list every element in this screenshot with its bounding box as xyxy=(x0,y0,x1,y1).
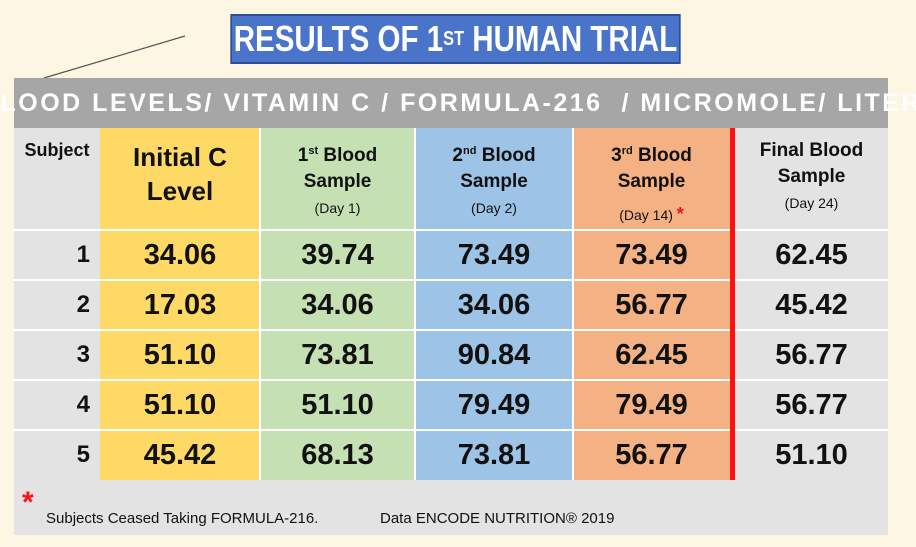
cell-final: 56.77 xyxy=(775,388,848,421)
cell-subject: 1 xyxy=(76,241,90,268)
cell-second: 34.06 xyxy=(457,288,531,321)
third-day-asterisk: * xyxy=(676,204,684,224)
row-separator xyxy=(14,379,888,381)
header-initial-line1: Initial C xyxy=(133,142,227,172)
cell-third: 56.77 xyxy=(615,438,688,471)
row-separator xyxy=(14,429,888,431)
cell-final: 62.45 xyxy=(775,238,848,271)
cell-second: 79.49 xyxy=(457,388,531,421)
header-second-day: (Day 2) xyxy=(471,200,517,216)
cell-final: 51.10 xyxy=(775,438,848,471)
cell-second: 73.81 xyxy=(457,438,531,471)
header-final-day: (Day 24) xyxy=(784,195,839,211)
column-separator xyxy=(572,128,574,480)
table-header-band: BLOOD LEVELS/ VITAMIN C / FORMULA-216 / … xyxy=(0,78,916,128)
page-title: RESULTS OF 1 ST HUMAN TRIAL xyxy=(230,14,681,64)
title-rest: HUMAN TRIAL xyxy=(464,18,678,59)
header-first-day: (Day 1) xyxy=(314,200,361,216)
third-column-bg xyxy=(573,128,730,480)
cell-initial: 17.03 xyxy=(143,288,217,321)
column-separator xyxy=(414,128,416,480)
header-third: 3rd Blood Sample (Day 14) * xyxy=(573,128,730,230)
cell-subject: 5 xyxy=(76,441,90,468)
cell-second: 90.84 xyxy=(457,338,531,371)
cell-first: 51.10 xyxy=(301,388,374,421)
header-subject: Subject xyxy=(24,140,90,160)
results-table: BLOOD LEVELS/ VITAMIN C / FORMULA-216 / … xyxy=(0,78,916,535)
cell-third: 79.49 xyxy=(615,388,688,421)
cell-first: 39.74 xyxy=(301,238,374,271)
initial-column-bg xyxy=(100,128,260,480)
second-column-bg xyxy=(415,128,573,480)
title-sup: ST xyxy=(443,27,465,50)
red-divider-line xyxy=(730,128,735,480)
header-initial-line2: Level xyxy=(146,176,214,206)
cell-subject: 4 xyxy=(76,391,90,418)
footnote-text: Subjects Ceased Taking FORMULA-216. xyxy=(46,510,319,527)
cell-first: 68.13 xyxy=(301,438,374,471)
cell-final: 45.42 xyxy=(775,288,848,321)
first-column-bg xyxy=(260,128,415,480)
footnote-asterisk: * xyxy=(22,486,34,519)
footnote-source: Data ENCODE NUTRITION® 2019 xyxy=(380,510,615,527)
cell-first: 73.81 xyxy=(301,338,374,371)
cell-subject: 2 xyxy=(76,291,90,318)
cell-second: 73.49 xyxy=(457,238,531,271)
cell-initial: 51.10 xyxy=(143,338,217,371)
cell-initial: 34.06 xyxy=(143,238,217,271)
header-first: 1st Blood Sample (Day 1) xyxy=(260,128,415,230)
header-final: Final Blood Sample (Day 24) xyxy=(735,128,888,230)
header-third-day: (Day 14) * xyxy=(619,204,684,224)
header-initial: Initial C Level xyxy=(100,128,260,230)
row-separator xyxy=(14,329,888,331)
row-separator xyxy=(14,229,888,231)
title-main: RESULTS OF 1 xyxy=(233,18,444,59)
cell-initial: 51.10 xyxy=(143,388,217,421)
cell-third: 56.77 xyxy=(615,288,688,321)
cell-first: 34.06 xyxy=(301,288,374,321)
footnote: * Subjects Ceased Taking FORMULA-216. Da… xyxy=(14,480,888,535)
cell-third: 73.49 xyxy=(615,238,688,271)
header-second: 2nd Blood Sample (Day 2) xyxy=(415,128,573,230)
row-separator xyxy=(14,279,888,281)
cell-initial: 45.42 xyxy=(143,438,217,471)
cell-final: 56.77 xyxy=(775,338,848,371)
cell-third: 62.45 xyxy=(615,338,688,371)
column-separator xyxy=(259,128,261,480)
cell-subject: 3 xyxy=(76,341,90,368)
